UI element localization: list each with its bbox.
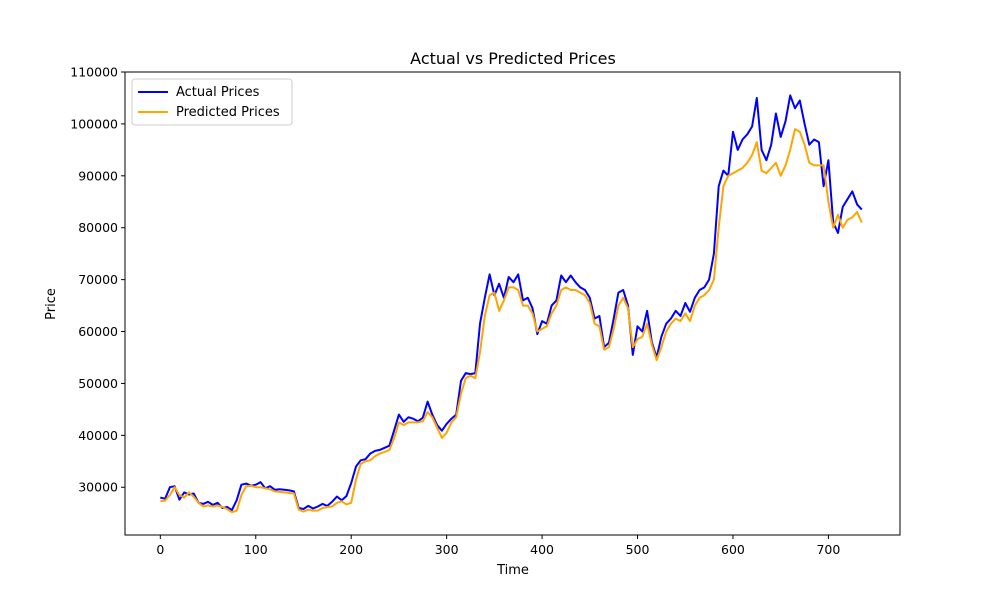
x-tick-label: 700 [816, 542, 840, 557]
legend-label-predicted: Predicted Prices [176, 105, 280, 120]
x-tick-label: 400 [530, 542, 554, 557]
x-tick-label: 500 [626, 542, 650, 557]
y-tick-label: 50000 [78, 376, 118, 391]
y-tick-label: 80000 [78, 220, 118, 235]
y-tick-label: 30000 [78, 480, 118, 495]
legend: Actual Prices Predicted Prices [131, 78, 293, 126]
y-tick-label: 40000 [78, 428, 118, 443]
x-axis-ticks: 0 100 200 300 400 500 600 700 [156, 535, 840, 557]
x-tick-label: 600 [721, 542, 745, 557]
series-line-actual [160, 94, 863, 512]
x-tick-label: 100 [244, 542, 268, 557]
x-tick-label: 200 [339, 542, 363, 557]
y-axis-label: Price [44, 288, 59, 320]
legend-box [131, 78, 293, 126]
legend-label-actual: Actual Prices [176, 85, 260, 100]
x-tick-label: 300 [435, 542, 459, 557]
y-tick-label: 70000 [78, 272, 118, 287]
y-tick-label: 100000 [70, 116, 118, 131]
x-axis-label: Time [496, 563, 529, 578]
chart-title: Actual vs Predicted Prices [410, 49, 616, 68]
plot-area [125, 72, 900, 535]
y-axis-ticks: 30000 40000 50000 60000 70000 80000 90000 10000… [70, 65, 125, 495]
plot-frame [124, 71, 901, 536]
x-tick-label: 0 [156, 542, 164, 557]
y-tick-label: 110000 [70, 65, 118, 80]
series-lines [160, 94, 863, 514]
series-line-predicted [160, 128, 863, 514]
y-tick-label: 60000 [78, 324, 118, 339]
y-tick-label: 90000 [78, 168, 118, 183]
